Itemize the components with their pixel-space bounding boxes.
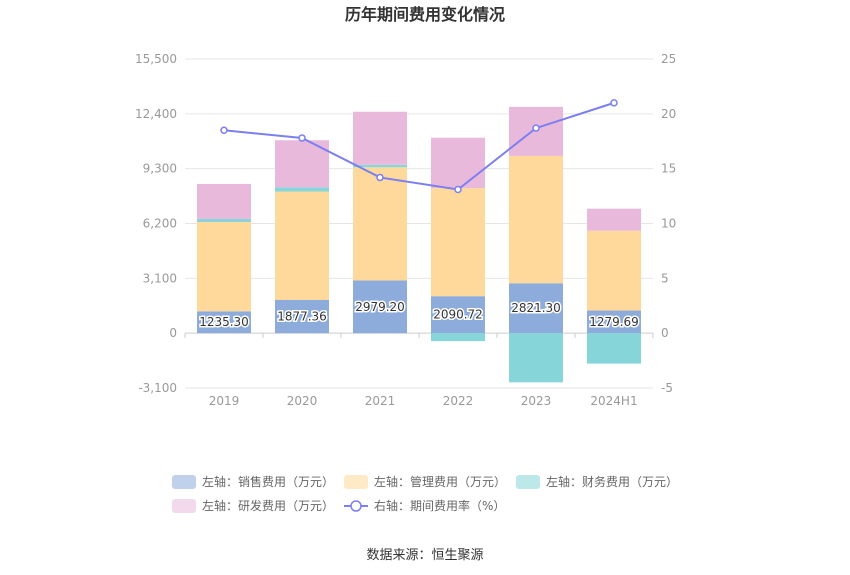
bar-segment <box>587 310 641 334</box>
legend-label: 左轴：管理费用（万元） <box>374 474 506 489</box>
x-tick-label: 2019 <box>209 394 240 408</box>
right-tick-label: 5 <box>661 271 669 285</box>
right-tick-label: 10 <box>661 217 676 231</box>
rate-point <box>298 134 306 142</box>
legend-swatch <box>172 499 196 513</box>
x-axis: 2019 2020 2021 2022 2023 2024H1 <box>184 333 654 408</box>
bar-segment <box>353 164 407 168</box>
left-tick-label: 0 <box>169 326 177 340</box>
legend: 左轴：销售费用（万元） 左轴：管理费用（万元） 左轴：财务费用（万元） 左轴：研发费用… <box>172 474 678 513</box>
x-tick-label: 2020 <box>287 394 318 408</box>
left-tick-label: 15,500 <box>135 52 177 66</box>
legend-marker-icon <box>350 500 362 512</box>
bar-series <box>197 106 641 383</box>
bar-segment <box>197 311 251 334</box>
bar-segment <box>509 333 563 383</box>
left-tick-label: 9,300 <box>143 162 177 176</box>
bar-segment <box>275 191 329 300</box>
bar-segment <box>431 188 485 297</box>
legend-label: 左轴：财务费用（万元） <box>546 474 678 489</box>
right-tick-label: 15 <box>661 162 676 176</box>
bar-segment <box>275 187 329 192</box>
rate-point <box>376 173 384 182</box>
legend-label: 左轴：销售费用（万元） <box>202 474 334 489</box>
right-tick-label: 0 <box>661 326 669 340</box>
legend-swatch <box>344 475 368 489</box>
bar-segment <box>353 167 407 281</box>
bar-segment <box>431 137 485 189</box>
bar-segment <box>197 183 251 219</box>
legend-swatch <box>172 475 196 489</box>
rate-point <box>454 185 462 194</box>
source-note: 数据来源：恒生聚源 <box>366 548 483 563</box>
bar-segment <box>587 208 641 231</box>
x-tick-label: 2024H1 <box>590 394 637 408</box>
rate-point <box>532 124 540 132</box>
data-labels: 1235.30 1877.36 2979.20 2090.72 2821.30 1279.… <box>198 298 641 330</box>
data-label: 2821.30 <box>511 301 561 315</box>
x-tick-label: 2023 <box>521 394 552 408</box>
left-tick-label: 3,100 <box>143 271 177 285</box>
rate-point <box>220 126 228 135</box>
chart-title: 历年期间费用变化情况 <box>345 5 505 24</box>
rate-line-series <box>220 99 618 194</box>
bar-segment <box>509 155 563 284</box>
data-label: 2090.72 <box>433 308 483 322</box>
bar-segment <box>197 221 251 312</box>
bar-segment <box>587 230 641 311</box>
x-tick-label: 2022 <box>443 394 474 408</box>
left-tick-label: 12,400 <box>135 107 177 121</box>
right-tick-label: -5 <box>661 381 673 395</box>
rate-line <box>223 101 615 191</box>
data-label: 2979.20 <box>355 300 405 314</box>
bar-segment <box>431 296 485 334</box>
right-axis: 25 20 15 10 5 0 -5 <box>661 52 676 395</box>
bar-segment <box>509 283 563 334</box>
grid-lines <box>185 58 653 389</box>
bar-segment <box>353 280 407 334</box>
bar-segment <box>587 333 641 364</box>
rate-point <box>610 99 618 107</box>
bar-segment <box>197 218 251 222</box>
bar-segment <box>353 111 407 165</box>
bar-segment <box>275 299 329 334</box>
right-tick-label: 25 <box>661 52 676 66</box>
legend-swatch <box>516 475 540 489</box>
data-label: 1279.69 <box>589 315 639 329</box>
right-tick-label: 20 <box>661 107 676 121</box>
x-tick-label: 2021 <box>365 394 396 408</box>
data-label: 1877.36 <box>277 310 327 324</box>
left-tick-label: -3,100 <box>138 381 177 395</box>
bar-segment <box>431 333 485 342</box>
legend-label: 右轴：期间费用率（%） <box>374 498 505 513</box>
left-tick-label: 6,200 <box>143 217 177 231</box>
data-label: 1235.30 <box>199 315 249 329</box>
legend-label: 左轴：研发费用（万元） <box>202 498 334 513</box>
left-axis: 15,500 12,400 9,300 6,200 3,100 0 -3,100 <box>135 52 177 395</box>
